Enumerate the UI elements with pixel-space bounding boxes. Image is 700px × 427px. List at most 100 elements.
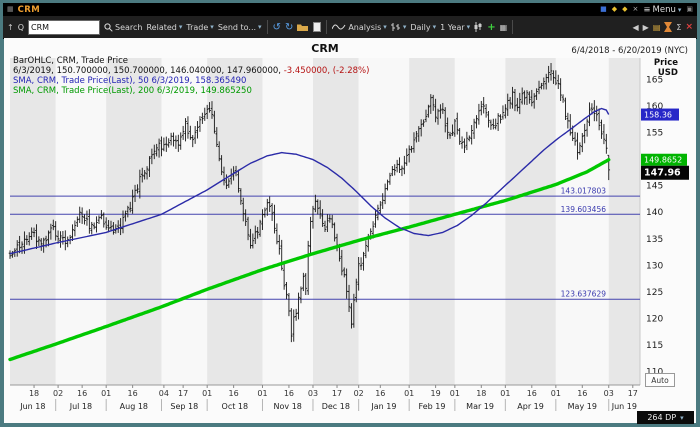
clear-button[interactable]: × [685, 22, 693, 32]
svg-text:02: 02 [53, 389, 63, 398]
svg-text:01: 01 [551, 389, 561, 398]
auto-scale-button[interactable]: Auto [645, 373, 675, 387]
titlebar-close-icon[interactable]: × [632, 5, 639, 13]
add-series-button[interactable]: + [487, 22, 495, 33]
open-folder-button[interactable] [297, 23, 309, 32]
svg-text:02: 02 [354, 389, 364, 398]
svg-text:19: 19 [431, 389, 441, 398]
grid-icon: ▦ [499, 22, 508, 32]
toolbar-separator [512, 20, 514, 34]
svg-text:Nov 18: Nov 18 [274, 402, 302, 411]
window-title: CRM [17, 4, 41, 15]
chevron-down-icon: ▾ [258, 23, 262, 31]
svg-text:01: 01 [101, 389, 111, 398]
svg-text:01: 01 [500, 389, 510, 398]
svg-text:143.017803: 143.017803 [561, 187, 607, 196]
search-button[interactable]: Search [104, 23, 142, 32]
history-button[interactable] [664, 22, 673, 32]
folder-icon [297, 24, 309, 31]
toolbar-separator [326, 20, 328, 34]
svg-text:03: 03 [604, 389, 614, 398]
datapoints-label: 264 DP [647, 413, 677, 422]
svg-text:03: 03 [308, 389, 318, 398]
svg-text:135: 135 [646, 235, 663, 245]
svg-text:145: 145 [646, 182, 663, 192]
undo-icon: ↺ [272, 21, 281, 33]
svg-text:Jul 18: Jul 18 [69, 402, 92, 411]
analysis-dropdown[interactable]: Analysis ▾ [332, 23, 387, 32]
svg-text:140: 140 [646, 208, 663, 218]
svg-text:160: 160 [646, 102, 663, 112]
svg-text:155: 155 [646, 128, 663, 138]
back-arrow-button[interactable]: ↑ [7, 23, 14, 32]
new-document-button[interactable] [313, 22, 322, 32]
document-icon [313, 22, 322, 32]
quote-button[interactable]: Q [17, 22, 24, 32]
pan-left-button[interactable]: ◀ [633, 23, 639, 32]
related-dropdown[interactable]: Related ▾ [146, 22, 183, 32]
left-arrow-icon: ◀ [632, 22, 639, 32]
menu-button[interactable]: ≡ Menu ▾ [643, 5, 681, 15]
svg-text:May 19: May 19 [568, 402, 597, 411]
statistics-button[interactable]: Σ [676, 23, 681, 32]
chart-title: CRM [311, 42, 339, 55]
svg-text:Apr 19: Apr 19 [517, 402, 544, 411]
grid-toggle-button[interactable]: ▦ [500, 23, 508, 32]
ohlc-style-icon [390, 23, 400, 31]
layout-grid-icon: ▤ [652, 22, 661, 32]
date-range-label: 6/4/2018 - 6/20/2019 (NYC) [571, 46, 688, 56]
svg-text:110: 110 [646, 368, 663, 378]
svg-text:130: 130 [646, 261, 663, 271]
svg-text:Aug 18: Aug 18 [120, 402, 148, 411]
svg-text:Feb 19: Feb 19 [419, 402, 446, 411]
svg-text:16: 16 [284, 389, 294, 398]
send-to-dropdown[interactable]: Send to... ▾ [217, 22, 262, 32]
svg-text:115: 115 [646, 341, 663, 351]
chevron-down-icon: ▾ [432, 23, 437, 31]
titlebar-restore-icon[interactable]: ▣ [686, 5, 693, 13]
legend-row-ohlc-values: 6/3/2019, 150.700000, 150.700000, 146.04… [13, 66, 370, 76]
svg-text:149.8652: 149.8652 [644, 156, 682, 165]
candlestick-icon [474, 22, 482, 32]
chevron-down-icon: ▾ [466, 23, 471, 31]
close-x-icon: × [685, 22, 693, 32]
layout-button[interactable]: ▤ [653, 23, 661, 32]
legend-row-ohlc: BarOHLC, CRM, Trade Price [13, 56, 128, 66]
undo-button[interactable]: ↺ [273, 22, 281, 33]
menu-label: Menu [652, 4, 676, 15]
svg-text:01: 01 [404, 389, 414, 398]
frequency-dropdown[interactable]: Daily ▾ [410, 22, 437, 32]
right-arrow-icon: ▶ [642, 22, 649, 32]
svg-text:125: 125 [646, 288, 663, 298]
svg-text:Sep 18: Sep 18 [170, 402, 198, 411]
chevron-down-icon: ▾ [178, 23, 183, 31]
svg-text:01: 01 [257, 389, 267, 398]
svg-text:Jun 19: Jun 19 [611, 402, 637, 411]
svg-text:17: 17 [178, 389, 188, 398]
chart-style-dropdown[interactable]: ▾ [390, 22, 406, 32]
svg-text:01: 01 [202, 389, 212, 398]
titlebar-app-icon[interactable]: ■ [600, 5, 607, 13]
trendline-icon [332, 24, 346, 30]
titlebar-diamond-icon[interactable]: ◆ [611, 5, 618, 13]
svg-text:16: 16 [77, 389, 87, 398]
candlestick-button[interactable] [474, 22, 483, 32]
legend-row-sma200: SMA, CRM, Trade Price(Last), 200 6/3/201… [13, 86, 252, 96]
chevron-down-icon: ▾ [210, 23, 214, 31]
trade-dropdown[interactable]: Trade ▾ [186, 22, 214, 32]
symbol-search-input[interactable] [28, 19, 100, 35]
date-range-dropdown[interactable]: 1 Year ▾ [440, 22, 471, 32]
svg-text:18: 18 [29, 389, 39, 398]
main-toolbar: ↑ Q Search Related▾ Trade▾ Send to...▾ ↺… [3, 16, 697, 39]
svg-text:120: 120 [646, 315, 663, 325]
titlebar-diamond-icon-2[interactable]: ◆ [622, 5, 628, 13]
svg-text:Oct 18: Oct 18 [222, 402, 249, 411]
price-axis-title: Price USD [654, 58, 678, 78]
datapoints-dropdown[interactable]: 264 DP ▾ [637, 411, 694, 424]
up-arrow-icon: ↑ [7, 22, 14, 32]
pan-right-button[interactable]: ▶ [643, 23, 649, 32]
svg-text:Dec 18: Dec 18 [322, 402, 350, 411]
redo-button[interactable]: ↻ [285, 22, 293, 33]
